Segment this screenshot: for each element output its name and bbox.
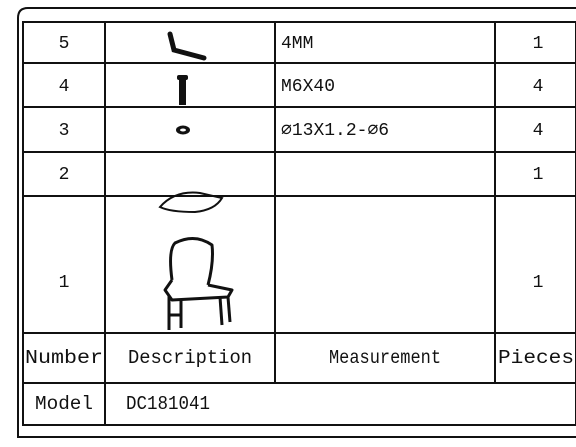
pieces: 1: [533, 165, 544, 185]
column-header: Measurement: [329, 347, 441, 369]
row-number: 2: [59, 165, 70, 185]
column-header: Pieces: [498, 347, 574, 369]
row-number: 5: [59, 34, 70, 54]
pieces: 4: [533, 77, 544, 97]
row-number: 3: [59, 121, 70, 141]
row-number: 4: [59, 77, 70, 97]
measurement: M6X40: [281, 77, 335, 97]
seat-plate-icon: [158, 191, 224, 214]
row-number: 1: [59, 273, 70, 293]
column-header: Number: [25, 347, 103, 369]
measurement: 4MM: [281, 34, 313, 54]
measurement: ⌀13X1.2-⌀6: [281, 121, 389, 141]
column-header: Description: [128, 347, 252, 369]
model-label: Model: [35, 393, 93, 415]
bolt-icon: [177, 75, 188, 105]
chair-icon: [163, 237, 234, 330]
table-frame: [17, 7, 576, 438]
hex-key-icon: [167, 31, 207, 61]
model-value: DC181041: [126, 393, 210, 415]
pieces: 1: [533, 273, 544, 293]
pieces: 1: [533, 34, 544, 54]
pieces: 4: [533, 121, 544, 141]
washer-icon: [176, 125, 190, 135]
